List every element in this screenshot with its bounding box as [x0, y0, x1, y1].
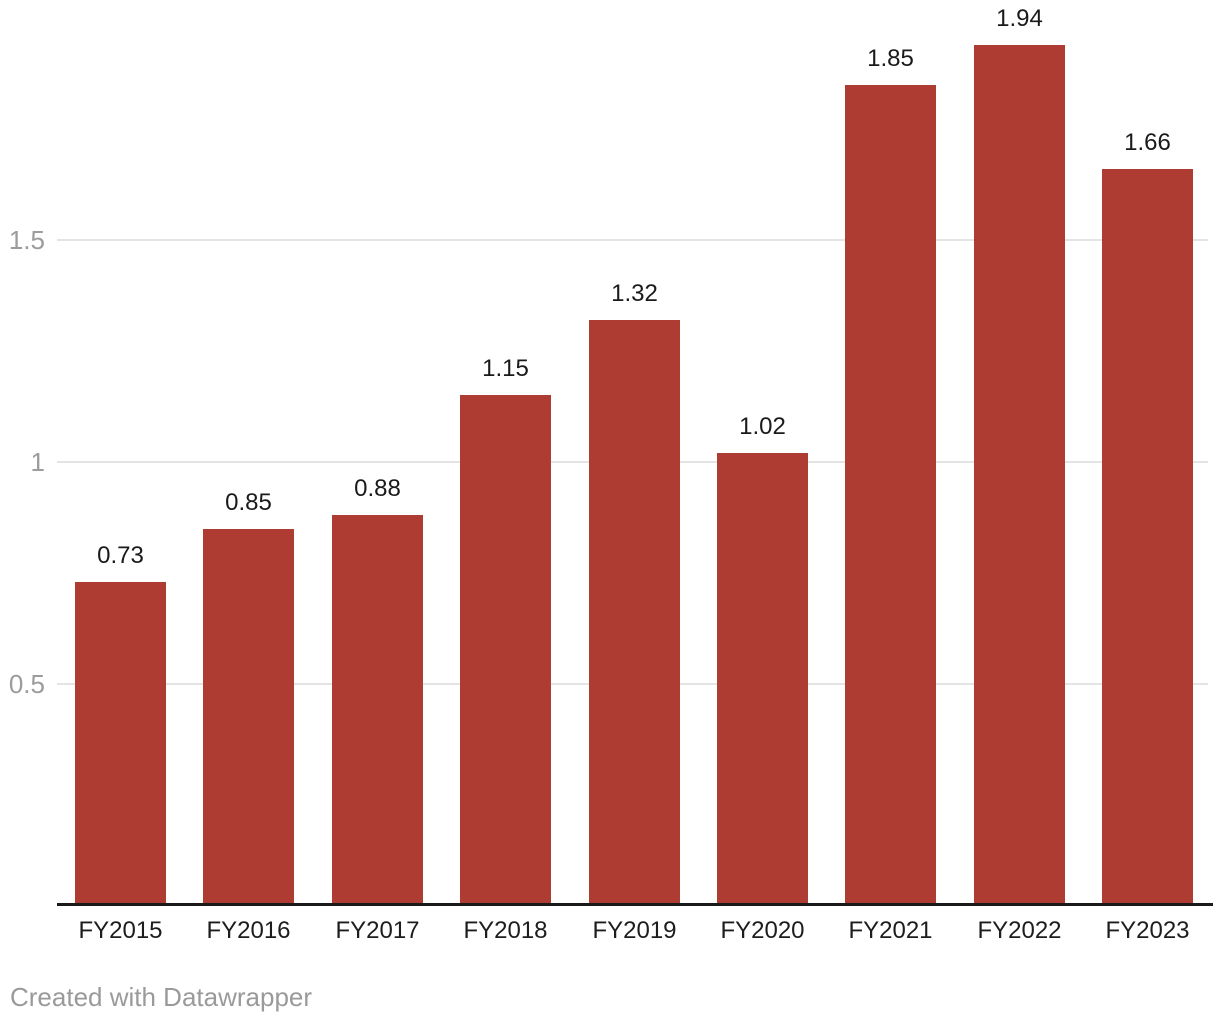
x-axis-label: FY2016 — [206, 917, 291, 944]
bar — [974, 45, 1065, 906]
credit-line: Created with Datawrapper — [10, 982, 313, 1012]
x-axis-label: FY2018 — [463, 917, 548, 944]
value-label: 0.88 — [354, 475, 401, 502]
value-label: 1.02 — [739, 413, 786, 440]
y-tick-label: 1 — [30, 447, 45, 477]
bar — [845, 85, 936, 906]
bar — [717, 453, 808, 906]
y-tick-label: 0.5 — [8, 669, 45, 699]
bar — [203, 529, 294, 906]
value-label: 1.15 — [482, 355, 529, 382]
x-axis-label: FY2019 — [592, 917, 677, 944]
x-axis-label: FY2023 — [1105, 917, 1190, 944]
value-label: 1.94 — [996, 5, 1043, 32]
bar — [332, 515, 423, 906]
bar — [75, 582, 166, 906]
y-tick-label: 1.5 — [8, 225, 45, 255]
x-axis-label: FY2022 — [977, 917, 1062, 944]
value-label: 1.85 — [867, 45, 914, 72]
bar — [589, 320, 680, 906]
value-label: 1.32 — [611, 280, 658, 307]
x-axis-label: FY2021 — [848, 917, 933, 944]
x-axis-label: FY2015 — [78, 917, 163, 944]
x-axis-label: FY2017 — [335, 917, 420, 944]
value-label: 0.73 — [97, 542, 144, 569]
x-axis-line — [57, 903, 1213, 906]
plot-area: 0.5 1 1.5 0.73 0.85 0.88 1.15 1.32 1.02 1.85 1.94 1… — [8, 5, 1213, 944]
bar — [1102, 169, 1193, 906]
x-axis-label: FY2020 — [720, 917, 805, 944]
bar — [460, 395, 551, 906]
gridline — [57, 239, 1208, 241]
value-label: 0.85 — [225, 489, 272, 516]
value-label: 1.66 — [1124, 129, 1171, 156]
